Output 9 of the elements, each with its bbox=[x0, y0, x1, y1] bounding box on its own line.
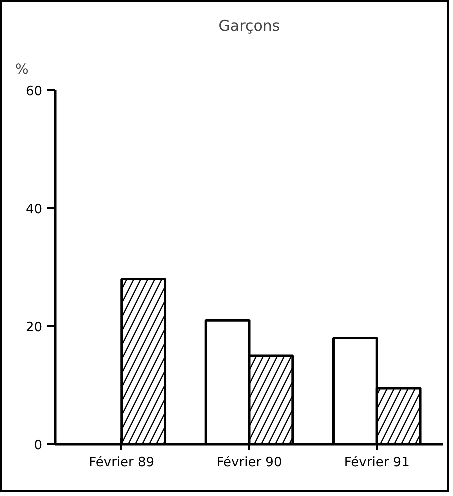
x-tick-label: Février 90 bbox=[216, 456, 282, 470]
y-tick-label: 40 bbox=[26, 202, 43, 218]
x-tick-label: Février 91 bbox=[344, 456, 410, 470]
y-tick-label: 20 bbox=[26, 320, 43, 336]
x-tick-label: Février 89 bbox=[89, 456, 155, 470]
y-tick-label: 0 bbox=[34, 438, 43, 454]
y-axis-title: % bbox=[16, 62, 29, 78]
y-tick-label: 60 bbox=[26, 84, 43, 100]
chart-title: Garçons bbox=[218, 17, 280, 35]
